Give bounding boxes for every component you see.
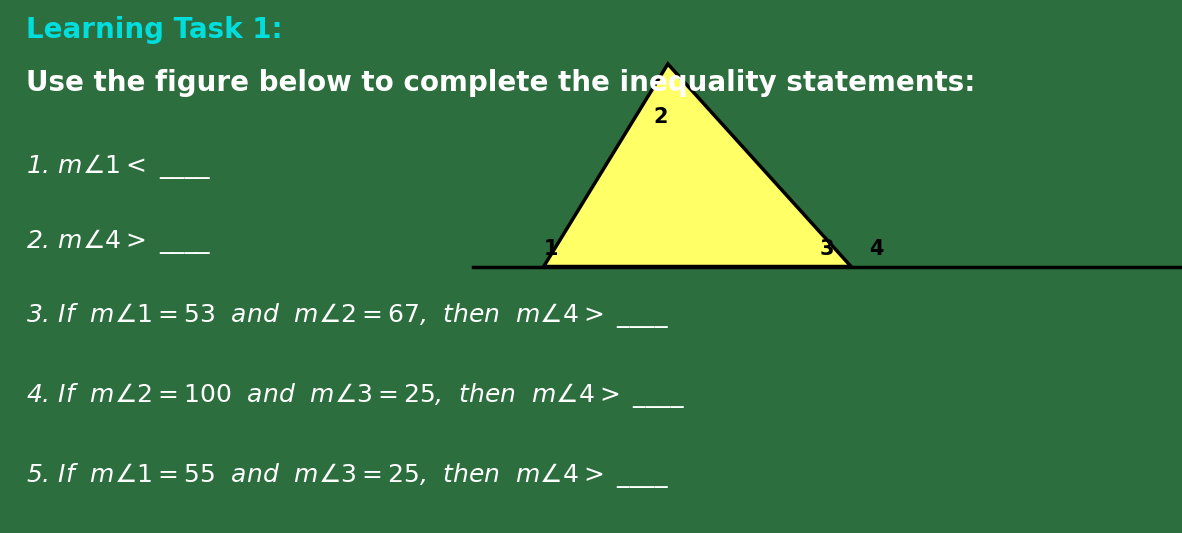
- Text: 4: 4: [869, 238, 883, 259]
- Text: 2. $m\angle 4 >$ ____: 2. $m\angle 4 >$ ____: [26, 227, 212, 255]
- Text: Use the figure below to complete the inequality statements:: Use the figure below to complete the ine…: [26, 69, 975, 98]
- Text: 1: 1: [544, 238, 558, 259]
- Text: 4. If  $m\angle 2 = 100$  $and$  $m\angle 3 = 25$,  $then$  $m\angle 4 >$ ____: 4. If $m\angle 2 = 100$ $and$ $m\angle 3…: [26, 381, 686, 410]
- Text: 1. $m\angle 1 <$ ____: 1. $m\angle 1 <$ ____: [26, 152, 212, 181]
- Text: Learning Task 1:: Learning Task 1:: [26, 16, 282, 44]
- Text: 5. If  $m\angle 1 = 55$  $and$  $m\angle 3 = 25$,  $then$  $m\angle 4 >$ ____: 5. If $m\angle 1 = 55$ $and$ $m\angle 3 …: [26, 461, 669, 490]
- Text: 3: 3: [820, 238, 834, 259]
- Polygon shape: [544, 64, 851, 266]
- Text: 3. If  $m\angle 1 = 53$  $and$  $m\angle 2 = 67$,  $then$  $m\angle 4 >$ ____: 3. If $m\angle 1 = 53$ $and$ $m\angle 2 …: [26, 301, 669, 330]
- Text: 2: 2: [654, 107, 668, 127]
